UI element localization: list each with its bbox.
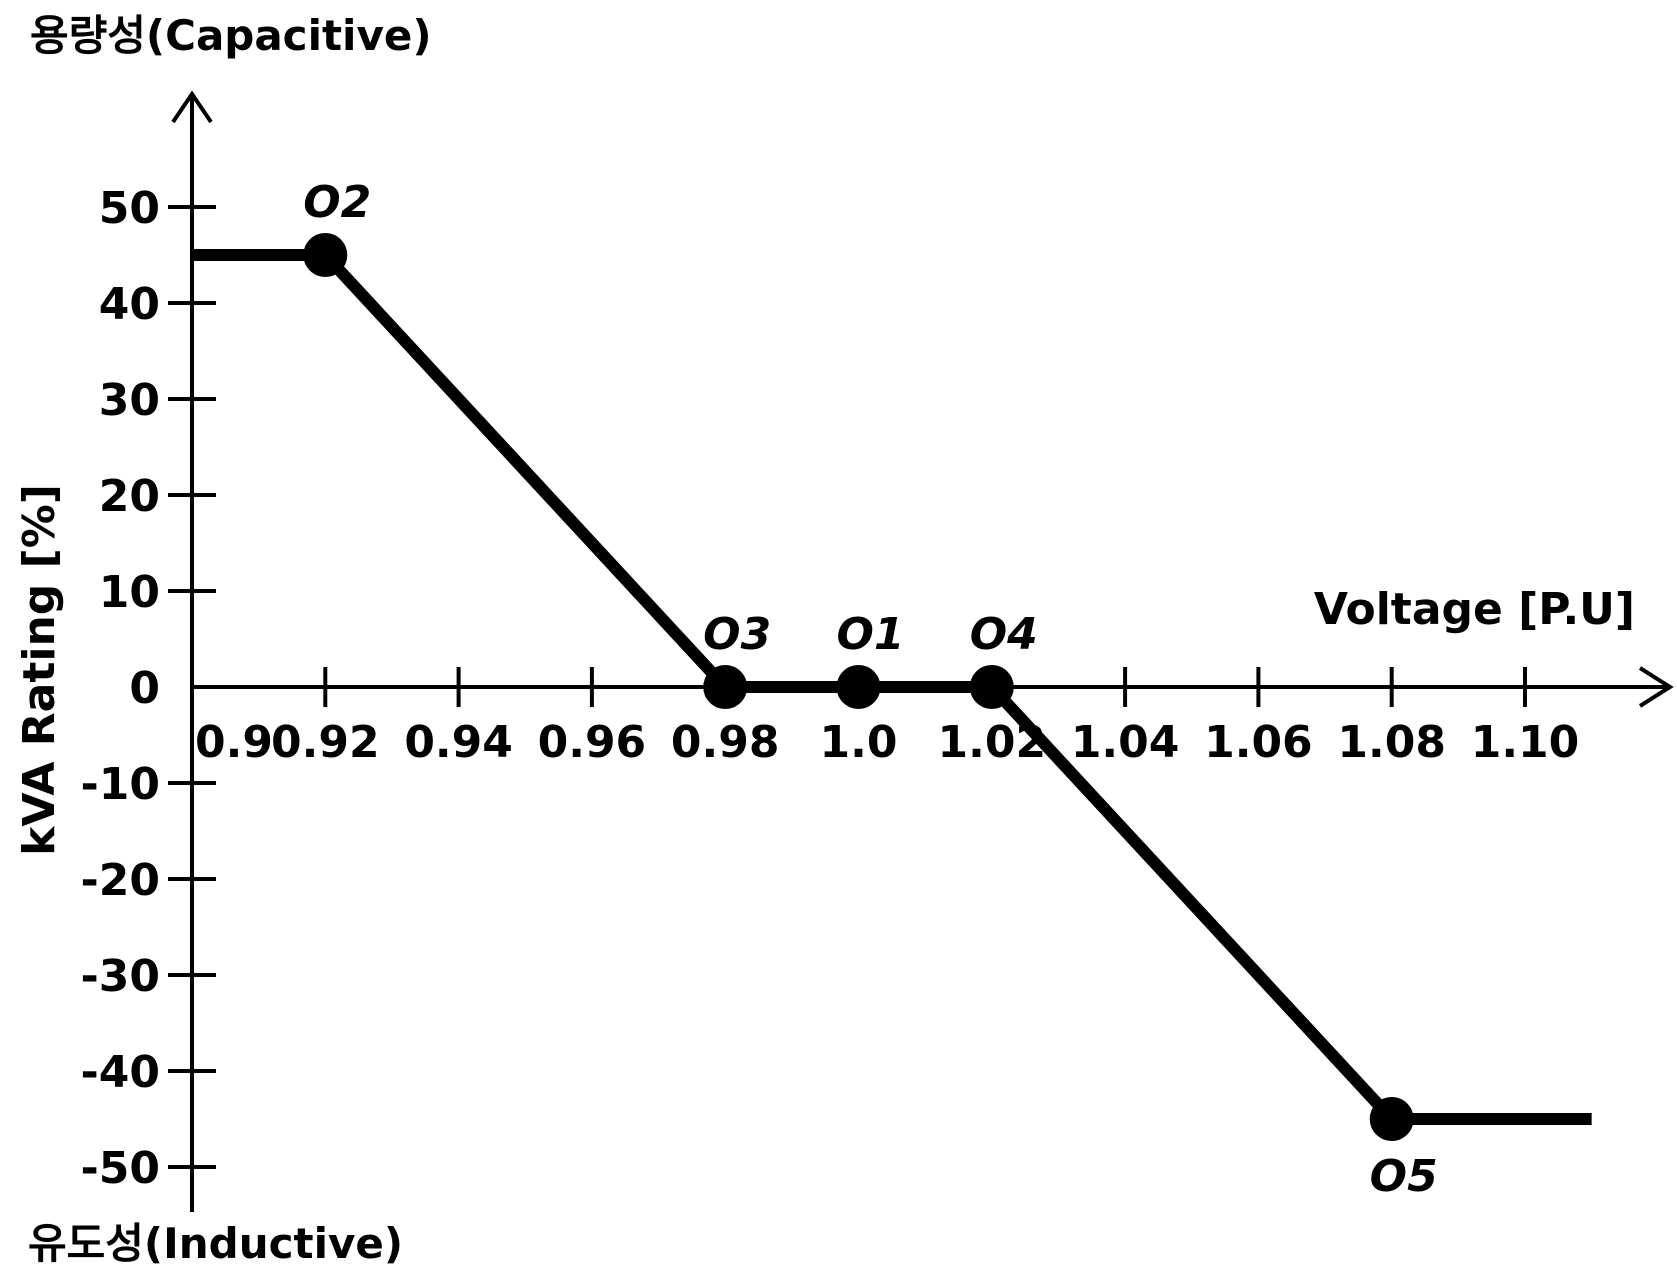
x-tick-label: 0.94: [404, 717, 513, 768]
x-axis-title: Voltage [P.U]: [1314, 584, 1635, 635]
y-tick-label: -20: [81, 855, 161, 906]
point-label-o1: O1: [836, 609, 904, 660]
y-tick-label: -10: [81, 759, 161, 810]
operating-point-o5: [1369, 1097, 1414, 1141]
y-tick-label: 0: [129, 663, 160, 714]
point-label-o4: O4: [970, 609, 1038, 660]
point-label-o2: O2: [303, 177, 371, 228]
operating-point-o1: [836, 665, 881, 709]
x-tick-label: 0.96: [538, 717, 647, 768]
x-tick-label: 0.98: [671, 717, 780, 768]
y-tick-label: 10: [99, 567, 160, 618]
operating-point-o4: [969, 665, 1014, 709]
x-tick-label: 1.08: [1337, 717, 1446, 768]
y-axis-arrow: [171, 90, 213, 124]
x-axis-arrow: [1638, 666, 1674, 708]
y-tick-label: 20: [99, 471, 160, 522]
top-label: 용량성(Capacitive): [30, 11, 432, 60]
bottom-label: 유도성(Inductive): [28, 1219, 403, 1268]
x-tick-label: 0.9: [195, 717, 273, 768]
points: O2 O3 O1 O4 O5: [303, 177, 1437, 1202]
axes: [171, 90, 1674, 1212]
y-tick-label: 40: [99, 279, 160, 330]
operating-point-o3: [703, 665, 748, 709]
tick-labels: 0.90.92 0.94 0.96 0.98 1.0 1.02 1.04 1.06 1.08 1.…: [81, 183, 1580, 1194]
operating-point-o2: [303, 233, 348, 277]
point-label-o3: O3: [703, 609, 771, 660]
x-tick-label: 1.10: [1471, 717, 1580, 768]
y-tick-label: 50: [99, 183, 160, 234]
ticks: [168, 205, 1527, 1169]
y-tick-label: 30: [99, 375, 160, 426]
y-tick-label: -30: [81, 951, 161, 1002]
y-axis-title: kVA Rating [%]: [14, 484, 65, 856]
x-tick-label: 1.06: [1204, 717, 1313, 768]
y-tick-label: -50: [81, 1143, 161, 1194]
x-tick-label: 1.04: [1071, 717, 1180, 768]
y-tick-label: -40: [81, 1047, 161, 1098]
x-tick-label: 0.92: [271, 717, 380, 768]
point-label-o5: O5: [1370, 1151, 1438, 1202]
x-tick-label: 1.0: [820, 717, 898, 768]
